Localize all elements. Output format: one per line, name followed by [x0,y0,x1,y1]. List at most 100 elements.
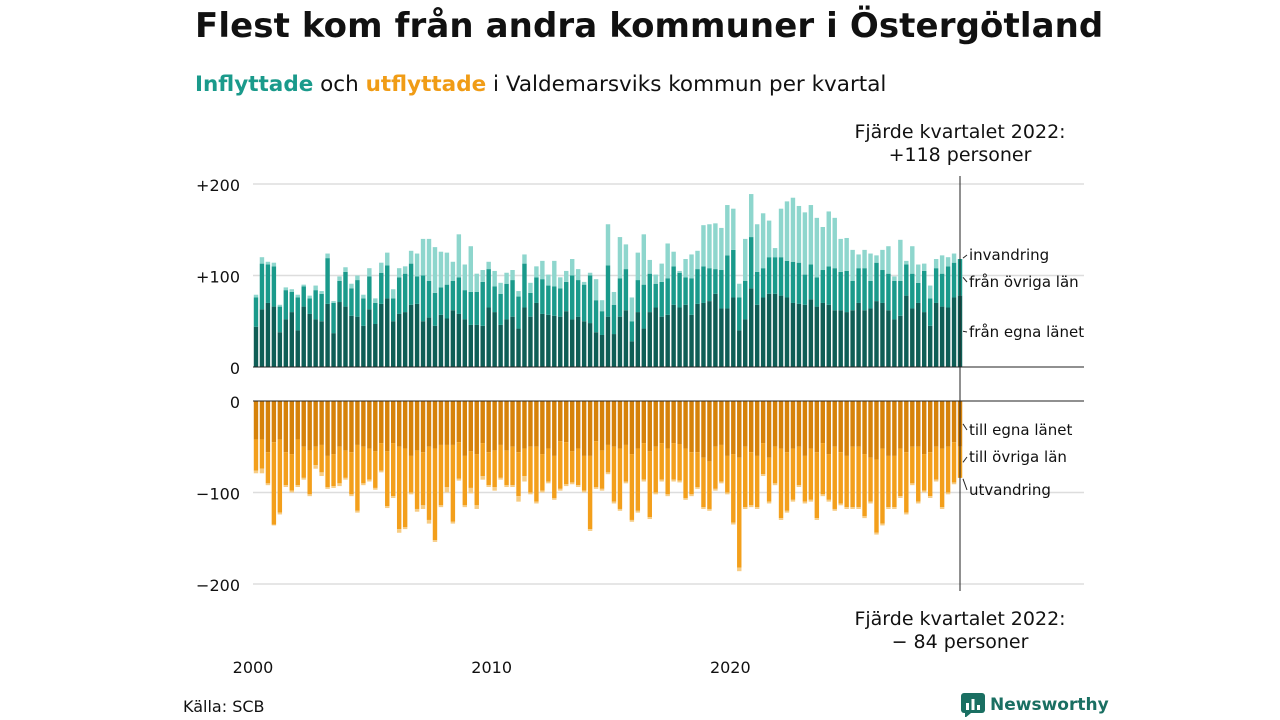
bar-out-till-ovriga-lan-77 [713,446,718,489]
bar-in-fran-egna-lanet-104 [874,301,879,367]
bar-out-utvandring-117 [951,482,957,485]
bar-out-till-egna-lanet-79 [725,401,730,456]
bar-in-fran-ovriga-lan-71 [677,272,682,308]
bar-in-fran-ovriga-lan-2 [265,264,271,303]
bar-in-fran-egna-lanet-111 [916,302,921,367]
bar-out-utvandring-74 [695,487,700,489]
bar-in-invandring-23 [391,289,396,299]
bar-in-fran-egna-lanet-36 [468,324,473,367]
bar-in-invandring-108 [898,239,903,281]
bar-in-fran-ovriga-lan-85 [760,268,766,298]
bar-out-till-ovriga-lan-54 [575,448,581,486]
bar-in-fran-egna-lanet-32 [444,318,450,367]
bar-in-fran-ovriga-lan-116 [945,266,951,308]
bar-out-utvandring-97 [832,508,837,511]
bar-out-till-ovriga-lan-47 [534,446,539,502]
bar-in-fran-ovriga-lan-100 [850,280,855,311]
bar-out-utvandring-15 [343,477,348,480]
bar-out-utvandring-103 [868,501,873,504]
bar-in-invandring-82 [743,238,748,281]
bar-in-invandring-76 [707,224,712,269]
bar-in-invandring-32 [444,252,450,285]
series-label-out-utvandring: utvandring [969,481,1051,499]
bar-in-fran-ovriga-lan-29 [426,280,432,318]
bar-in-fran-ovriga-lan-1 [259,263,265,310]
bar-out-utvandring-87 [772,483,778,486]
bar-in-fran-egna-lanet-77 [713,293,718,367]
bar-out-till-egna-lanet-60 [611,401,617,447]
bar-in-invandring-6 [289,289,294,292]
bar-in-fran-egna-lanet-110 [910,308,915,367]
bar-in-fran-egna-lanet-90 [790,302,796,367]
bar-out-till-ovriga-lan-100 [850,446,855,508]
series-label-out-till-egna-lanet: till egna länet [969,421,1072,439]
bar-out-till-egna-lanet-72 [683,401,688,449]
bar-in-fran-egna-lanet-35 [462,319,468,367]
bar-out-till-ovriga-lan-103 [868,457,873,502]
bar-out-utvandring-46 [528,492,533,495]
bar-in-fran-ovriga-lan-58 [599,311,605,335]
bar-out-till-egna-lanet-30 [432,401,438,449]
bar-in-invandring-103 [868,253,873,281]
bar-out-till-egna-lanet-81 [737,401,742,458]
bar-in-fran-egna-lanet-51 [558,316,563,368]
bar-out-utvandring-78 [719,481,724,484]
bar-in-invandring-106 [886,246,891,274]
bar-in-fran-ovriga-lan-26 [408,263,414,305]
bar-out-till-egna-lanet-26 [408,401,414,456]
bar-out-till-ovriga-lan-80 [731,454,736,523]
bar-in-invandring-26 [408,250,414,264]
bar-in-fran-ovriga-lan-0 [253,297,259,327]
bar-in-fran-egna-lanet-66 [647,312,652,367]
bar-in-invandring-20 [373,298,378,303]
bar-in-invandring-97 [832,217,837,269]
bar-in-invandring-38 [480,270,485,282]
bar-in-fran-ovriga-lan-24 [396,277,402,314]
bar-out-till-ovriga-lan-102 [862,454,867,517]
bar-in-fran-egna-lanet-3 [271,306,277,367]
bar-in-fran-ovriga-lan-76 [707,268,712,302]
bar-in-invandring-90 [790,197,796,262]
bar-in-fran-egna-lanet-117 [951,297,957,367]
bar-out-till-egna-lanet-78 [719,401,724,445]
bar-out-till-ovriga-lan-2 [265,452,271,484]
bar-in-fran-egna-lanet-12 [325,303,330,368]
bar-out-till-ovriga-lan-63 [629,454,635,520]
bar-in-fran-egna-lanet-15 [343,306,348,367]
bar-out-till-egna-lanet-24 [396,401,402,447]
bar-out-till-ovriga-lan-24 [396,446,402,530]
bar-out-till-ovriga-lan-22 [385,451,390,507]
leader-in-fran-ovriga-lan [962,276,968,283]
bar-out-till-ovriga-lan-3 [271,442,277,525]
bar-in-invandring-21 [379,262,384,273]
bar-in-fran-egna-lanet-86 [766,293,772,367]
bar-out-till-egna-lanet-89 [784,401,790,453]
bar-in-fran-ovriga-lan-77 [713,269,718,294]
bar-out-till-egna-lanet-117 [951,401,957,443]
bar-out-till-ovriga-lan-88 [778,448,784,519]
bar-out-till-egna-lanet-85 [760,401,766,444]
bar-out-utvandring-4 [277,512,283,515]
bar-out-utvandring-10 [313,465,318,469]
x-tick-label-2020: 2020 [710,658,751,677]
bar-out-utvandring-71 [677,480,682,483]
bar-in-fran-egna-lanet-78 [719,308,724,367]
bar-out-till-egna-lanet-34 [456,401,462,443]
bar-in-fran-egna-lanet-2 [265,302,271,367]
bar-in-fran-egna-lanet-83 [748,288,754,367]
bar-in-invandring-29 [426,238,432,281]
bar-out-till-egna-lanet-22 [385,401,390,452]
bar-out-till-ovriga-lan-90 [790,448,796,500]
bar-in-fran-ovriga-lan-48 [540,279,545,314]
bar-in-fran-egna-lanet-114 [933,302,939,367]
bar-in-fran-egna-lanet-25 [402,312,408,367]
bar-out-till-egna-lanet-84 [754,401,760,456]
bar-out-till-ovriga-lan-40 [492,450,497,488]
bar-out-till-egna-lanet-19 [367,401,372,449]
bar-in-fran-ovriga-lan-83 [748,237,754,289]
bar-in-fran-ovriga-lan-20 [373,302,378,324]
bar-out-till-egna-lanet-59 [605,401,611,445]
bar-out-till-egna-lanet-62 [623,401,629,445]
bar-out-till-egna-lanet-9 [307,401,312,451]
